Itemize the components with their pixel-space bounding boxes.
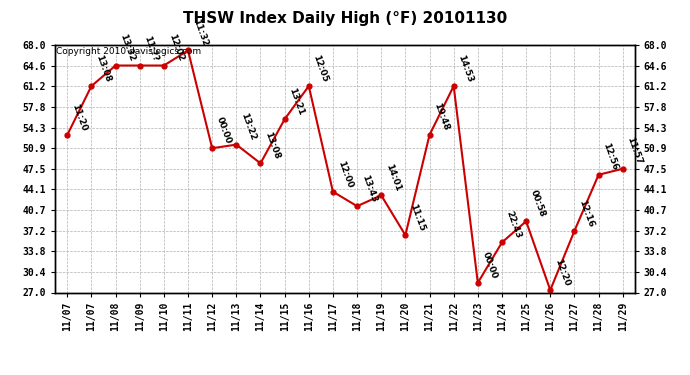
Text: 12:00: 12:00 xyxy=(336,159,354,189)
Text: 13:22: 13:22 xyxy=(239,112,257,142)
Text: 00:00: 00:00 xyxy=(481,251,499,280)
Text: 19:48: 19:48 xyxy=(433,102,451,132)
Text: 00:00: 00:00 xyxy=(215,116,233,146)
Text: 22:43: 22:43 xyxy=(505,210,523,240)
Text: 11:20: 11:20 xyxy=(70,102,88,132)
Text: 12:56: 12:56 xyxy=(602,142,620,172)
Text: Copyright 2010 davislogics.com: Copyright 2010 davislogics.com xyxy=(56,48,201,57)
Text: 12:05: 12:05 xyxy=(312,53,330,83)
Text: 12:16: 12:16 xyxy=(578,198,595,228)
Text: 12:20: 12:20 xyxy=(553,258,571,287)
Text: 12:02: 12:02 xyxy=(167,33,185,63)
Text: THSW Index Daily High (°F) 20101130: THSW Index Daily High (°F) 20101130 xyxy=(183,11,507,26)
Text: 11:15: 11:15 xyxy=(408,202,426,232)
Text: 14:53: 14:53 xyxy=(457,53,475,83)
Text: 14:01: 14:01 xyxy=(384,162,402,192)
Text: 11:??: 11:?? xyxy=(143,34,160,63)
Text: 13:43: 13:43 xyxy=(360,173,378,203)
Text: 00:58: 00:58 xyxy=(529,189,547,219)
Text: 13:21: 13:21 xyxy=(288,87,306,117)
Text: 11:57: 11:57 xyxy=(626,136,644,166)
Text: 13:08: 13:08 xyxy=(95,53,112,83)
Text: 11:32: 11:32 xyxy=(191,18,209,48)
Text: 13:32: 13:32 xyxy=(119,33,137,63)
Text: 13:08: 13:08 xyxy=(264,130,282,160)
